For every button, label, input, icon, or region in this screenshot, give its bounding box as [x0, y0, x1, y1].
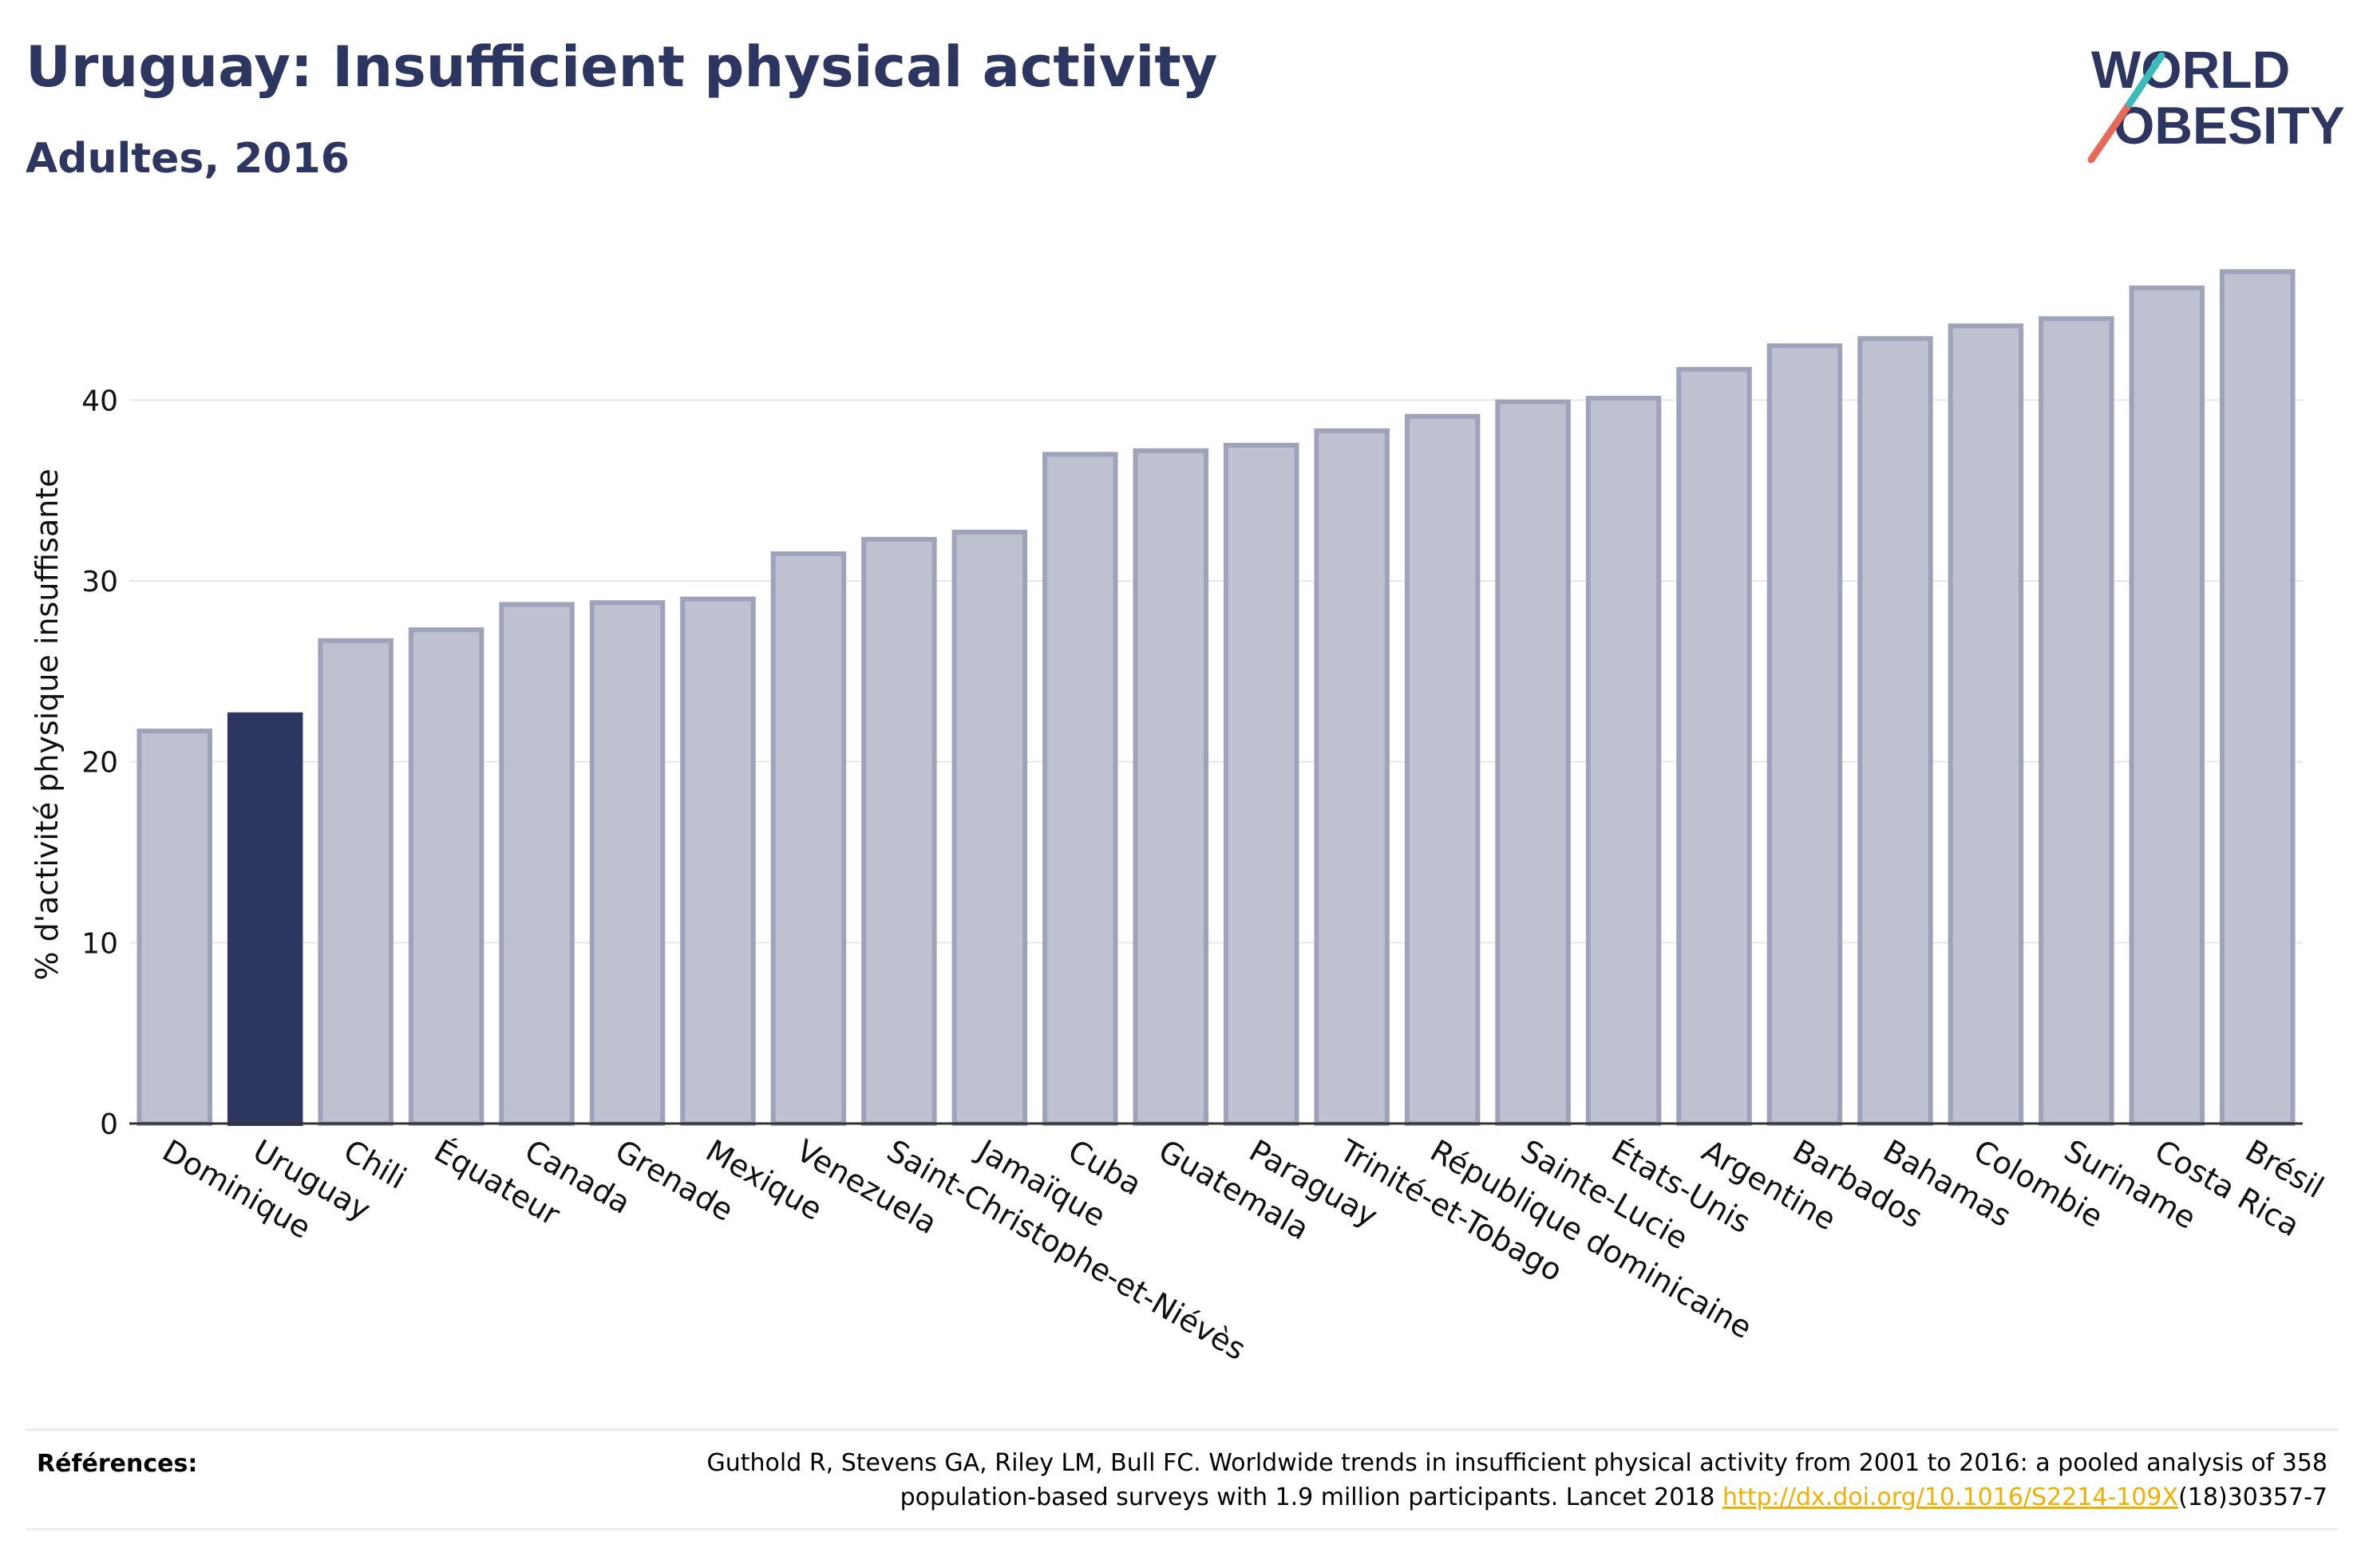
bar: [1585, 396, 1662, 1127]
grid-lines: [129, 399, 2303, 944]
bar: [1314, 428, 1390, 1126]
bar: [2220, 269, 2296, 1126]
logo-text-world: WORLD: [2091, 40, 2290, 99]
bar: [2039, 316, 2114, 1127]
chart-subtitle: Adultes, 2016: [26, 135, 350, 183]
y-tick-label: 0: [100, 1108, 118, 1141]
bar: [1676, 366, 1752, 1126]
bar: [1223, 443, 1299, 1126]
logo-slash-teal: [2126, 52, 2165, 108]
chart-title: Uruguay: Insufficient physical activity: [26, 34, 1218, 100]
bar: [1495, 399, 1571, 1127]
y-tick-label: 40: [81, 385, 118, 417]
bar: [1948, 323, 2024, 1126]
logo-text-obesity: OBESITY: [2114, 96, 2345, 155]
y-axis-label: % d'activité physique insuffisante: [30, 468, 65, 980]
reference-citation-suffix: (18)30357-7: [2178, 1483, 2327, 1511]
bar: [408, 627, 484, 1126]
bar: [770, 551, 847, 1126]
bar: [951, 529, 1028, 1126]
bar: [1857, 336, 1933, 1126]
bar: [1042, 452, 1118, 1126]
logo-slash-coral: [2087, 100, 2134, 164]
bar: [861, 536, 937, 1126]
references-label: Références:: [37, 1450, 198, 1478]
bar: [1404, 413, 1481, 1126]
references-text: Guthold R, Stevens GA, Riley LM, Bull FC…: [571, 1447, 2327, 1515]
bar-highlighted: [227, 712, 303, 1126]
bar: [136, 729, 212, 1127]
reference-citation: Guthold R, Stevens GA, Riley LM, Bull FC…: [706, 1449, 2327, 1511]
bar: [1766, 343, 1843, 1127]
bar: [1133, 448, 1209, 1126]
y-tick-label: 20: [81, 747, 118, 780]
y-tick-labels: 0 10 20 30 40: [81, 385, 118, 1141]
reference-doi-link[interactable]: http://dx.doi.org/10.1016/S2214-109X: [1722, 1483, 2179, 1511]
references-panel: Références: Guthold R, Stevens GA, Riley…: [26, 1428, 2339, 1530]
bar: [318, 638, 394, 1126]
world-obesity-logo: WORLD OBESITY: [2087, 40, 2345, 164]
bar: [499, 602, 575, 1126]
y-tick-label: 10: [81, 927, 118, 960]
bar: [680, 596, 756, 1126]
bar: [589, 600, 666, 1126]
y-tick-label: 30: [81, 566, 118, 598]
bars: [136, 269, 2296, 1127]
bar: [2129, 285, 2205, 1126]
